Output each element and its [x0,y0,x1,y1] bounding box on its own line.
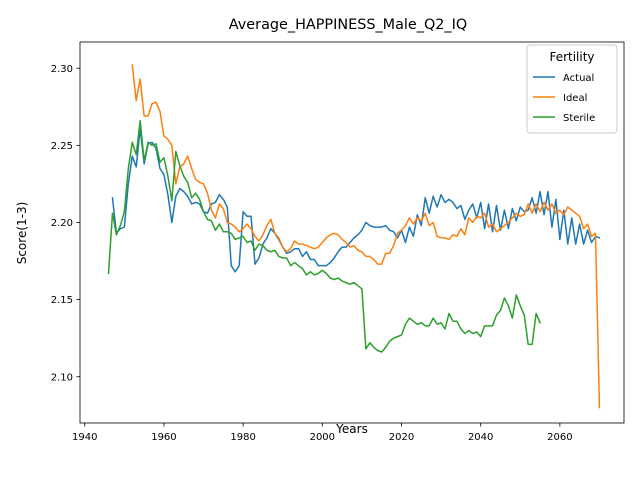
x-axis-label: Years [335,422,368,436]
x-axis: 1940 1960 1980 2000 2020 2040 2060 [72,423,573,443]
x-tick-label: 1960 [151,432,176,443]
series-line-actual [111,127,601,273]
legend-label-ideal: Ideal [563,93,587,104]
y-tick-label: 2.20 [51,218,73,229]
legend-box [526,44,618,134]
x-tick-label: 2060 [547,432,572,443]
y-tick-label: 2.30 [51,64,73,75]
y-tick-label: 2.15 [51,295,73,306]
plot-lines [107,64,601,409]
y-axis-label: Score(1-3) [15,202,29,265]
x-tick-label: 2020 [389,432,414,443]
legend-title: Fertility [549,50,594,64]
x-tick-label: 2040 [468,432,493,443]
plot-area-frame [79,41,625,424]
legend-label-sterile: Sterile [563,113,595,124]
legend: Fertility Actual Ideal Sterile [526,44,618,134]
x-tick-label: 2000 [310,432,335,443]
x-tick-label: 1980 [230,432,255,443]
chart-title: Average_HAPPINESS_Male_Q2_IQ [229,17,467,33]
series-line-ideal [131,64,601,409]
x-tick-label: 1940 [72,432,97,443]
y-axis: 2.10 2.15 2.20 2.25 2.30 [51,64,80,383]
y-tick-label: 2.10 [51,372,73,383]
series-line-sterile [107,119,542,353]
legend-label-actual: Actual [563,73,594,84]
y-tick-label: 2.25 [51,141,73,152]
